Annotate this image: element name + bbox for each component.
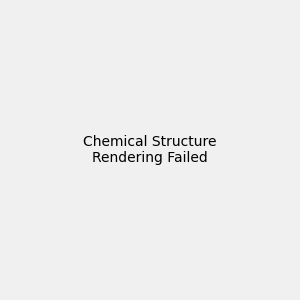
- Text: Chemical Structure
Rendering Failed: Chemical Structure Rendering Failed: [83, 135, 217, 165]
